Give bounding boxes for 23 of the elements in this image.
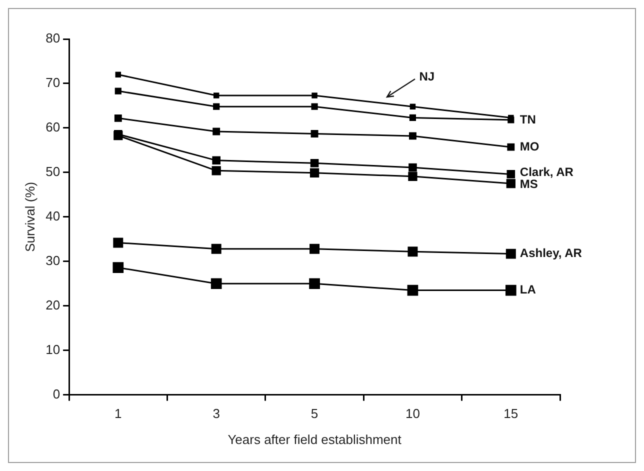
x-tick-label: 15 — [504, 406, 518, 422]
series-label: Ashley, AR — [520, 246, 582, 260]
y-tick-label: 0 — [52, 386, 60, 402]
y-tick-label: 60 — [46, 120, 60, 135]
series-label: NJ — [419, 70, 435, 84]
x-tick-label: 1 — [114, 406, 122, 422]
y-axis-title: Survival (%) — [22, 182, 38, 252]
x-axis-title: Years after field establishment — [228, 432, 402, 447]
series-label: TN — [520, 112, 536, 126]
x-tick-label: 10 — [405, 406, 420, 422]
series-label: LA — [520, 282, 536, 297]
y-tick-label: 20 — [46, 297, 60, 312]
x-tick-label: 3 — [212, 406, 220, 422]
series-label: Clark, AR — [520, 164, 574, 179]
y-tick-label: 30 — [46, 252, 60, 268]
y-tick-label: 40 — [46, 208, 60, 224]
series-label: MO — [520, 139, 540, 154]
series-label: MS — [520, 176, 538, 191]
y-tick-label: 50 — [46, 164, 60, 180]
y-tick-label: 70 — [46, 75, 60, 90]
x-tick-label: 5 — [310, 406, 318, 422]
y-tick-label: 80 — [46, 30, 60, 46]
y-tick-label: 10 — [46, 342, 60, 357]
